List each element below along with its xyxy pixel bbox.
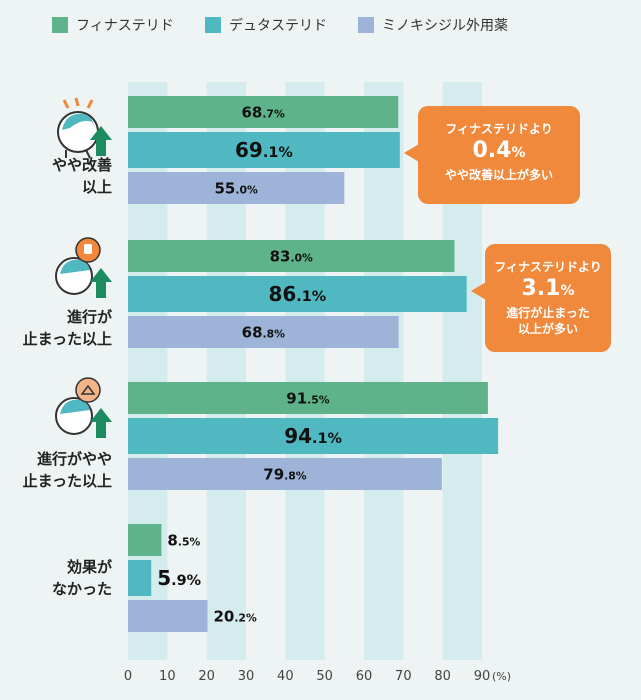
legend-swatch-dutasteride [205,17,221,33]
legend-label-dutasteride: デュタステリド [229,18,327,34]
x-tick-labels: 0 10 20 30 40 50 60 70 80 90 (%) [124,669,511,684]
bar-0-1 [128,240,455,272]
bars [128,96,499,632]
category-label-0-1: 以上 [82,178,112,196]
legend-item-minoxidil: ミノキシジル外用薬 [358,14,508,36]
value-label-1-1: 86.1% [268,282,326,306]
value-label-0-2: 91.5% [286,389,329,407]
category-label-3-1: なかった [52,580,112,598]
bar-0-3 [128,524,162,556]
value-label-1-2: 94.1% [284,424,342,448]
category-label-2-0: 進行がやや [37,450,112,468]
category-label-1-0: 進行が [67,308,113,326]
value-label-2-0: 55.0% [215,179,258,197]
head-slow-icon [55,377,112,438]
callout-stop: フィナステリドより 3.1% 進行が止まった 以上が多い [471,244,611,352]
callout-improve-value: 0.4% [472,138,526,163]
value-label-2-2: 79.8% [263,465,306,483]
bar-1-0 [128,132,400,168]
category-label-0-0: やや改善 [52,156,112,174]
x-unit-label: (%) [492,670,511,683]
category-label-1-1: 止まった以上 [23,330,112,348]
x-tick-80: 80 [434,669,451,684]
callout-stop-line4: 以上が多い [517,322,578,336]
grid-band-3 [206,82,246,660]
value-label-1-3: 5.9% [157,566,201,590]
callout-improve-line3: やや改善以上が多い [444,168,553,182]
head-improve-icon [57,97,112,159]
bar-0-2 [128,382,488,414]
legend-item-finasteride: フィナステリド [52,14,174,36]
legend-swatch-minoxidil [358,17,374,33]
value-label-2-3: 20.2% [213,607,256,625]
bar-2-1 [128,316,399,348]
bar-2-2 [128,458,442,490]
head-stop-icon [55,237,112,298]
x-tick-90: 90 [474,669,491,684]
value-labels: 68.7% 83.0% 91.5% 8.5% 69.1% 86.1% 94.1% 5.9% 55… [157,103,342,625]
x-tick-10: 10 [159,669,176,684]
value-label-1-0: 69.1% [235,138,293,162]
bar-1-1 [128,276,467,312]
grid-band-5 [285,82,325,660]
bar-0-0 [128,96,399,128]
bar-2-0 [128,172,345,204]
x-tick-30: 30 [238,669,255,684]
legend-swatch-finasteride [52,17,68,33]
category-label-3-0: 効果が [67,558,113,576]
x-tick-20: 20 [198,669,215,684]
value-label-0-3: 8.5% [167,531,200,549]
legend: フィナステリド デュタステリド ミノキシジル外用薬 [0,0,641,50]
bar-1-2 [128,418,499,454]
category-label-2-1: 止まった以上 [23,472,112,490]
value-label-0-1: 83.0% [270,247,313,265]
legend-item-dutasteride: デュタステリド [205,14,327,36]
bar-1-3 [128,560,152,596]
callout-improve-line1: フィナステリドより [445,122,553,136]
x-tick-70: 70 [395,669,412,684]
callout-stop-value: 3.1% [521,276,575,301]
callout-stop-line3: 進行が止まった [506,306,590,320]
callout-improve: フィナステリドより 0.4% やや改善以上が多い [404,106,580,204]
legend-label-finasteride: フィナステリド [76,18,174,34]
callout-stop-line1: フィナステリドより [494,260,602,274]
legend-label-minoxidil: ミノキシジル外用薬 [382,18,508,34]
x-tick-0: 0 [124,669,132,684]
value-label-0-0: 68.7% [241,103,284,121]
x-tick-50: 50 [316,669,333,684]
bar-2-3 [128,600,208,632]
x-tick-40: 40 [277,669,294,684]
x-tick-60: 60 [356,669,373,684]
grid-band-7 [364,82,404,660]
value-label-2-1: 68.8% [242,323,285,341]
